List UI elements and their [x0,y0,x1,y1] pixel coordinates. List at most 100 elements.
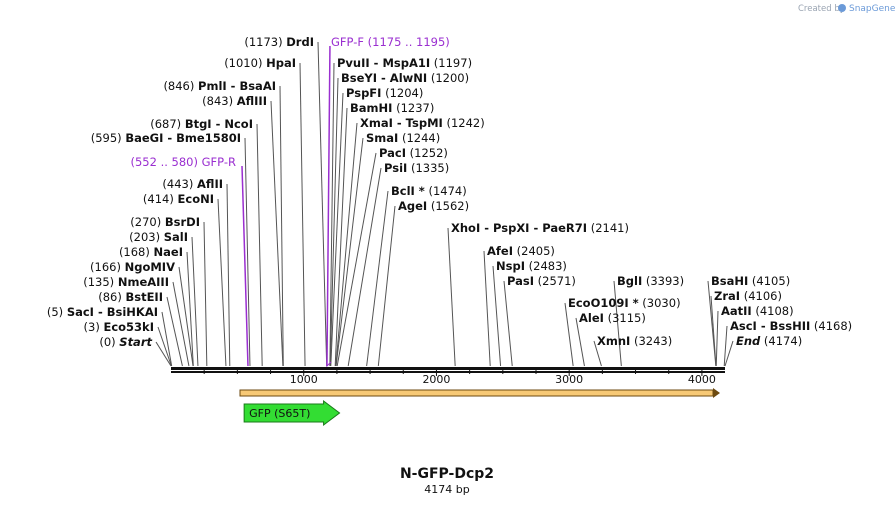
site-btgi-ncoi[interactable]: (687) BtgI - NcoI [150,117,253,131]
site-position: (1562) [427,199,469,213]
leader-line [256,123,263,367]
site-position: (4168) [810,319,852,333]
leader-line [244,137,251,367]
site-position: (414) [143,192,178,206]
leader-line [710,295,717,367]
site-afei[interactable]: AfeI (2405) [487,244,555,258]
leader-line [157,326,172,367]
site-position: (4174) [760,334,802,348]
site-position: (0) [99,335,119,349]
site-position: (4108) [752,304,794,318]
site-position: (846) [163,79,198,93]
site-name: DrdI [286,35,314,49]
site-pmli-bsaai[interactable]: (846) PmlI - BsaAI [163,79,276,93]
site-xmai-tspmi[interactable]: XmaI - TspMI (1242) [360,116,485,130]
site-agei[interactable]: AgeI (1562) [398,199,469,213]
site-aatii[interactable]: AatII (4108) [721,304,794,318]
site-psii[interactable]: PsiI (1335) [384,161,449,175]
site-name: BseYI - AlwNI [341,71,427,85]
site-position: (1242) [443,116,485,130]
leader-line [564,302,574,367]
leader-line [226,183,231,367]
primer-gfp-f-arrow-icon [326,361,332,368]
site-name: PmlI - BsaAI [198,79,276,93]
site-smai[interactable]: SmaI (1244) [366,131,440,145]
site-bamhi[interactable]: BamHI (1237) [350,101,434,115]
axis-tick-label: 2000 [422,373,450,386]
plasmid-name: N-GFP-Dcp2 [400,466,494,482]
site-afliii[interactable]: (843) AflIII [202,94,267,108]
gfp-feature-arrow[interactable] [243,400,341,426]
leader-line [575,317,585,367]
site-bgli[interactable]: BglI (3393) [617,274,684,288]
site-name: PsiI [384,161,407,175]
site-name: AscI - BssHII [730,319,810,333]
axis-tick-label: 3000 [555,373,583,386]
site-position: (166) [90,260,125,274]
primer-gfp-r[interactable]: (552 .. 580) GFP-R [130,155,236,169]
site-alei[interactable]: AleI (3115) [579,311,646,325]
site-position: (2483) [525,259,567,273]
site-name: AflIII [237,94,267,108]
site-xhoi-pspxi-paer7i[interactable]: XhoI - PspXI - PaeR7I (2141) [451,221,629,235]
site-bsrdi[interactable]: (270) BsrDI [130,215,200,229]
primer-gfp-f[interactable]: GFP-F (1175 .. 1195) [331,35,450,49]
site-position: (1204) [381,86,423,100]
site-ngomiv[interactable]: (166) NgoMIV [90,260,175,274]
leader-line [715,310,719,367]
site-pvuii-mspa1i[interactable]: PvuII - MspA1I (1197) [337,56,472,70]
site-position: (3243) [630,334,672,348]
site-name: PacI [379,146,406,160]
site-name: BclI * [391,184,425,198]
site-asci-bsshii[interactable]: AscI - BssHII (4168) [730,319,852,333]
site-ecoo109i[interactable]: EcoO109I * (3030) [568,296,681,310]
site-drdi[interactable]: (1173) DrdI [244,35,314,49]
gfp-feature[interactable]: GFP (S65T) [243,400,341,426]
site-nspi[interactable]: NspI (2483) [496,259,567,273]
leader-line [377,205,396,367]
site-bcli[interactable]: BclI * (1474) [391,184,467,198]
credit-prefix: Created by [798,4,845,14]
site-bsahi[interactable]: BsaHI (4105) [711,274,790,288]
site-position: (86) [98,290,125,304]
site-paci[interactable]: PacI (1252) [379,146,448,160]
site-position: (270) [130,215,165,229]
site-name: BsrDI [165,215,200,229]
site-bsteii[interactable]: (86) BstEII [98,290,163,304]
site-position: (1173) [244,35,286,49]
axis-tick-label: 1000 [290,373,318,386]
site-bseyi-alwni[interactable]: BseYI - AlwNI (1200) [341,71,469,85]
site-name: End [736,334,761,348]
site-end[interactable]: End (4174) [736,334,802,348]
site-baegi-bme1580i[interactable]: (595) BaeGI - Bme1580I [91,131,241,145]
site-zrai[interactable]: ZraI (4106) [714,289,782,303]
site-econi[interactable]: (414) EcoNI [143,192,214,206]
site-nmeaiii[interactable]: (135) NmeAIII [83,275,169,289]
site-name: BtgI - NcoI [185,117,253,131]
leader-line [447,227,456,367]
site-pspfi[interactable]: PspFI (1204) [346,86,423,100]
site-xmni[interactable]: XmnI (3243) [597,334,672,348]
site-saci-bsihkai[interactable]: (5) SacI - BsiHKAI [47,305,158,319]
site-name: EcoO109I * [568,296,639,310]
site-position: (687) [150,117,185,131]
site-eco53ki[interactable]: (3) Eco53kI [84,320,154,334]
site-position: (3) [84,320,104,334]
site-position: (2141) [587,221,629,235]
site-name: SalI [164,230,188,244]
site-position: (4106) [740,289,782,303]
site-name: EcoNI [178,192,214,206]
site-sali[interactable]: (203) SalI [129,230,188,244]
site-position: (4105) [748,274,790,288]
site-hpai[interactable]: (1010) HpaI [224,56,296,70]
site-aflii[interactable]: (443) AflII [162,177,223,191]
site-start[interactable]: (0) Start [99,335,152,349]
leader-line [317,41,328,367]
site-name: XmnI [597,334,630,348]
primer-name: GFP-R [202,155,236,169]
site-naei[interactable]: (168) NaeI [119,245,183,259]
site-position: (1474) [425,184,467,198]
site-name: AleI [579,311,604,325]
site-name: NspI [496,259,525,273]
site-pasi[interactable]: PasI (2571) [507,274,576,288]
